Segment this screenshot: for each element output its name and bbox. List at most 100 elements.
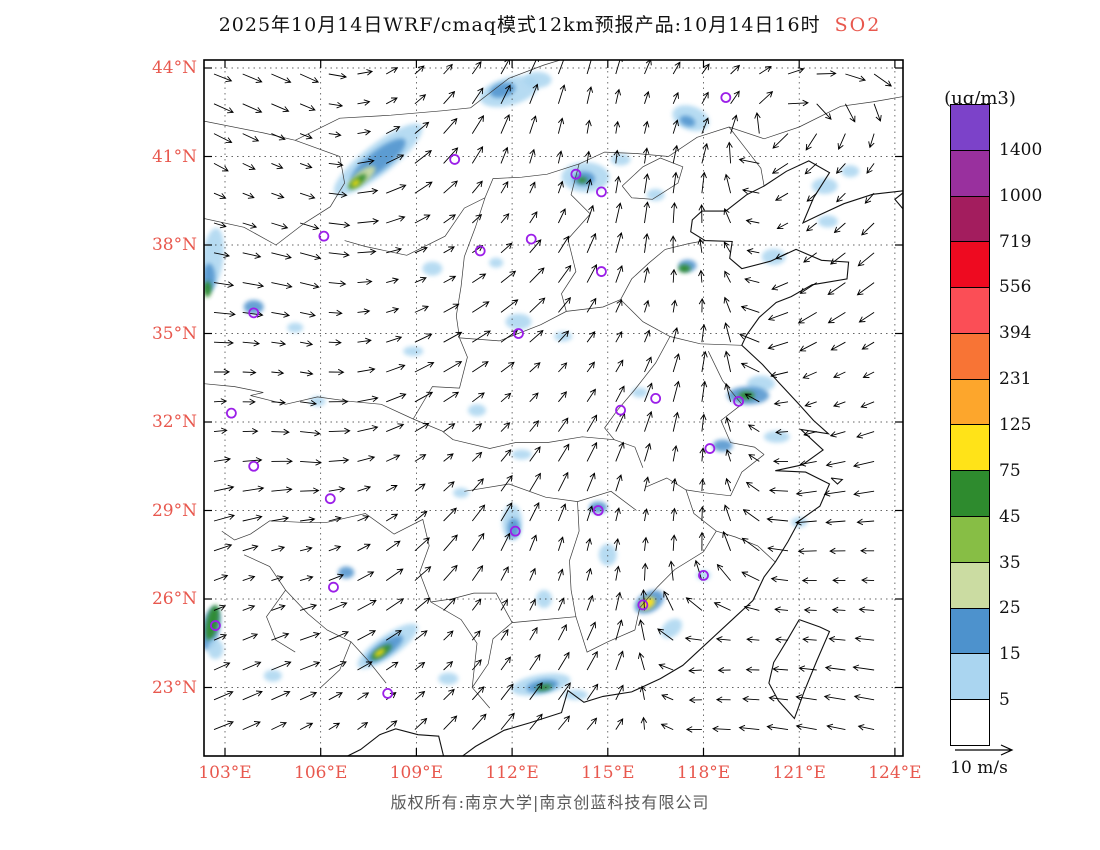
city-marker: [248, 307, 260, 319]
city-marker: [474, 245, 486, 257]
city-marker: [698, 570, 709, 581]
city-marker: [318, 230, 330, 242]
colorbar-cell: [951, 105, 989, 151]
so2-plume: [646, 188, 665, 201]
colorbar-label: 15: [999, 644, 1021, 665]
colorbar-cell: [951, 700, 989, 745]
so2-plume: [661, 618, 683, 639]
lon-tick-label: 118°E: [676, 763, 731, 783]
so2-plume: [263, 669, 282, 682]
colorbar-cell: [951, 654, 989, 701]
axis-ticks: [204, 60, 903, 756]
so2-plume: [523, 71, 552, 88]
colorbar-cell: [951, 333, 989, 380]
colorbar-cell: [951, 379, 989, 426]
colorbar-label: 556: [999, 277, 1032, 298]
city-marker: [513, 328, 524, 339]
so2-plume: [817, 215, 838, 228]
colorbar-label: 231: [999, 369, 1032, 390]
so2-plume: [374, 648, 385, 657]
so2-plume: [489, 257, 504, 268]
so2-plume: [438, 672, 459, 685]
city-marker: [324, 493, 336, 505]
city-marker: [225, 407, 237, 419]
copyright-text: 版权所有:南京大学|南京创蓝科技有限公司: [390, 793, 710, 812]
city-marker: [650, 392, 662, 404]
city-marker: [704, 443, 716, 454]
so2-plume: [338, 566, 355, 579]
lat-tick-label: 23°N: [151, 677, 197, 698]
colorbar-cell: [951, 242, 989, 289]
city-marker: [248, 460, 260, 472]
so2-plume: [610, 153, 631, 166]
so2-plume: [511, 449, 532, 460]
colorbar-label: 25: [999, 598, 1021, 619]
city-marker: [720, 92, 732, 103]
city-marker: [210, 620, 221, 631]
colorbar-label: 35: [999, 552, 1021, 573]
city-marker: [615, 404, 626, 416]
lat-tick-label: 41°N: [151, 146, 197, 167]
lat-tick-label: 35°N: [151, 323, 197, 344]
city-marker: [592, 505, 604, 516]
colorbar-label: 45: [999, 506, 1021, 527]
colorbar-label: 5: [999, 690, 1010, 711]
so2-plume: [403, 346, 424, 357]
so2-plume: [243, 299, 264, 314]
colorbar-cell: [951, 608, 989, 655]
lat-tick-label: 38°N: [151, 235, 197, 255]
so2-plume: [598, 543, 617, 566]
city-marker: [382, 688, 394, 699]
so2-plume: [468, 404, 487, 417]
so2-plume: [536, 590, 552, 608]
colorbar-label: 719: [999, 231, 1032, 252]
so2-plume: [422, 261, 443, 276]
so2-plume: [204, 281, 212, 298]
colorbar-label: 1000: [999, 185, 1043, 206]
title-text: 2025年10月14日WRF/cmaq模式12km预报产品:10月14日16时: [218, 14, 821, 36]
city-marker: [596, 186, 607, 198]
lat-tick-label: 29°N: [151, 500, 197, 521]
so2-plume: [678, 264, 691, 273]
lon-tick-label: 112°E: [485, 763, 539, 783]
so2-plume: [679, 115, 696, 127]
lat-tick-label: 32°N: [151, 412, 197, 432]
graticule-layer: [204, 60, 903, 756]
lon-tick-label: 121°E: [772, 763, 826, 783]
title-pollutant: SO2: [834, 14, 882, 36]
colorbar: [950, 104, 990, 746]
so2-plume: [207, 639, 224, 660]
wind-reference-label: 10 m/s: [950, 758, 1008, 778]
lon-tick-label: 115°E: [581, 763, 635, 783]
colorbar-label: 125: [999, 415, 1032, 435]
city-marker: [596, 266, 607, 277]
colorbar-cell: [951, 150, 989, 197]
lat-tick-label: 26°N: [151, 589, 197, 609]
city-marker: [637, 599, 649, 611]
colorbar-cell: [951, 471, 989, 518]
page-title: 2025年10月14日WRF/cmaq模式12km预报产品:10月14日16时 S…: [0, 10, 1100, 37]
lon-tick-label: 124°E: [868, 763, 922, 783]
so2-plume: [577, 177, 588, 184]
lat-tick-label: 44°N: [151, 58, 197, 78]
so2-plume: [287, 322, 304, 333]
city-marker: [570, 168, 582, 180]
so2-plume: [453, 487, 470, 498]
lon-tick-label: 103°E: [198, 763, 252, 783]
city-marker: [509, 525, 521, 537]
so2-plume: [505, 313, 532, 330]
colorbar-cell: [951, 288, 989, 334]
lon-tick-label: 109°E: [389, 763, 444, 783]
province-borders: [204, 60, 903, 709]
city-marker-layer: [210, 92, 744, 699]
colorbar-cell: [951, 517, 989, 563]
colorbar-label: 1400: [999, 139, 1043, 160]
city-marker: [328, 581, 339, 593]
colorbar-label: 75: [999, 460, 1021, 481]
coastline: [347, 160, 903, 756]
so2-plume: [841, 165, 860, 178]
city-marker: [733, 395, 744, 407]
wind-reference-arrow: [955, 744, 1014, 756]
